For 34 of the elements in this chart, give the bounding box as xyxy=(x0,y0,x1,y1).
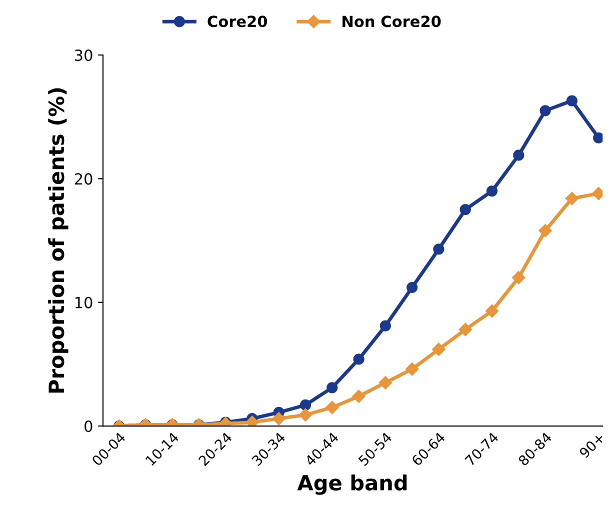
y-tick-label: 0 xyxy=(84,420,92,432)
point xyxy=(433,244,444,255)
point xyxy=(326,382,338,394)
x-axis-title: Age band xyxy=(297,474,407,495)
legend-label: Core20 xyxy=(208,16,268,28)
point xyxy=(458,322,472,336)
point xyxy=(246,416,259,426)
y-tick-label: 30 xyxy=(74,49,92,62)
y-tick-label: 20 xyxy=(74,173,92,185)
point xyxy=(538,224,552,238)
point xyxy=(460,204,471,216)
point xyxy=(593,132,603,144)
point xyxy=(272,412,286,426)
point xyxy=(565,192,579,206)
y-axis-title: Proportion of patients (%) xyxy=(48,88,68,393)
point xyxy=(486,185,498,197)
point xyxy=(513,150,524,161)
point xyxy=(485,304,499,318)
point xyxy=(540,105,551,116)
y-tick-label: 10 xyxy=(76,296,92,308)
legend-label: Non Core20 xyxy=(342,16,441,28)
point xyxy=(512,271,526,284)
point xyxy=(378,376,392,390)
point xyxy=(353,354,364,365)
point xyxy=(298,408,312,422)
x-tick-label: 90+ xyxy=(578,432,606,459)
point xyxy=(326,400,339,414)
point xyxy=(405,362,419,376)
point xyxy=(380,320,391,332)
point xyxy=(406,282,418,294)
point xyxy=(432,342,446,356)
point xyxy=(352,390,366,403)
point xyxy=(300,399,312,411)
point xyxy=(566,95,578,106)
